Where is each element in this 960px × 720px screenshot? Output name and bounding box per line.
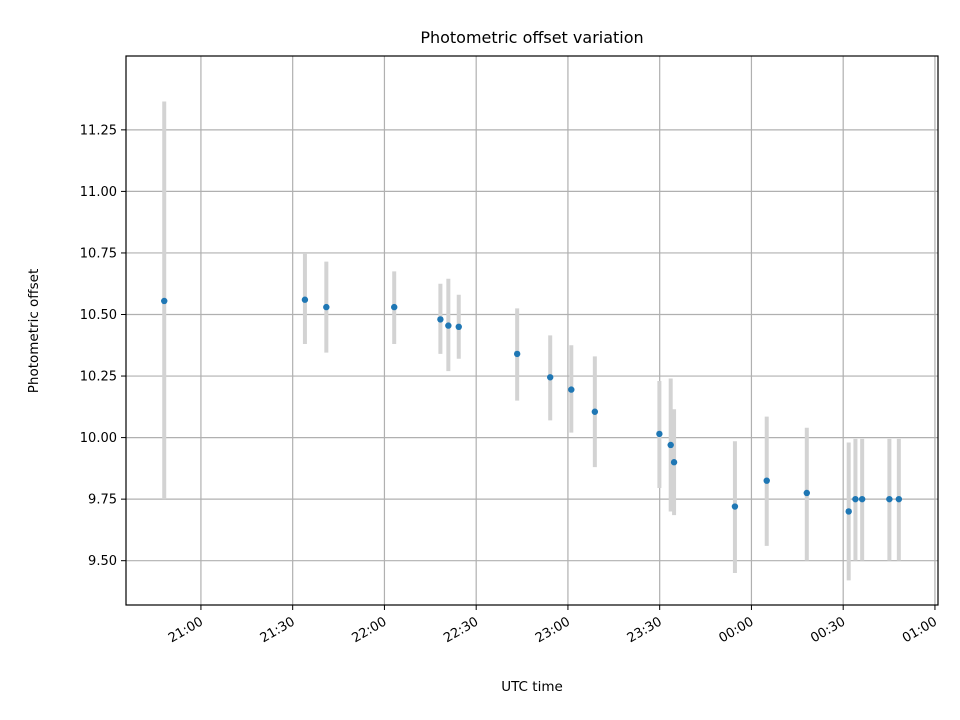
data-point bbox=[546, 374, 554, 381]
data-point bbox=[763, 477, 770, 484]
x-axis-label: UTC time bbox=[501, 679, 563, 695]
y-tick-label: 9.75 bbox=[88, 493, 117, 508]
chart-title: Photometric offset variation bbox=[420, 28, 643, 47]
y-tick-label: 10.75 bbox=[80, 246, 117, 261]
data-point bbox=[731, 503, 739, 510]
data-point bbox=[852, 495, 859, 503]
data-point bbox=[455, 323, 462, 331]
data-point bbox=[858, 495, 866, 503]
data-point bbox=[301, 296, 309, 303]
data-point bbox=[568, 386, 575, 393]
x-tick-label: 21:00 bbox=[166, 614, 206, 646]
data-point bbox=[667, 441, 674, 449]
y-tick-label: 10.00 bbox=[80, 431, 117, 446]
x-tick-label: 21:30 bbox=[258, 614, 298, 646]
x-tick-label: 23:00 bbox=[533, 614, 573, 646]
x-tick-label: 22:30 bbox=[441, 614, 481, 646]
data-point bbox=[895, 495, 903, 503]
data-point bbox=[656, 430, 663, 438]
axis-ticks: 21:00 21:30 22:00 22:30 23:00 23:30 00:00 00:30… bbox=[80, 123, 940, 646]
y-tick-label: 9.50 bbox=[88, 554, 117, 569]
x-tick-label: 01:00 bbox=[900, 614, 940, 646]
grid bbox=[126, 56, 938, 605]
y-tick-label: 10.50 bbox=[80, 308, 117, 323]
y-tick-label: 11.00 bbox=[80, 185, 117, 200]
x-tick-label: 22:00 bbox=[349, 614, 389, 646]
plot-frame bbox=[125, 55, 939, 606]
data-point bbox=[323, 303, 330, 311]
data-point bbox=[513, 350, 521, 358]
error-bars bbox=[162, 101, 901, 581]
data-point bbox=[670, 459, 678, 466]
data-point bbox=[591, 408, 599, 415]
data-points bbox=[161, 296, 903, 515]
data-point bbox=[161, 297, 168, 305]
y-tick-label: 11.25 bbox=[80, 123, 117, 138]
y-axis-label: Photometric offset bbox=[26, 269, 42, 393]
data-point bbox=[391, 303, 398, 311]
data-point bbox=[437, 316, 444, 323]
data-point bbox=[845, 508, 852, 515]
y-tick-label: 10.25 bbox=[80, 370, 117, 385]
data-point bbox=[886, 495, 893, 503]
x-tick-label: 00:30 bbox=[808, 614, 848, 646]
data-point bbox=[803, 489, 810, 497]
data-point bbox=[445, 322, 452, 329]
x-tick-label: 00:00 bbox=[716, 614, 756, 646]
x-tick-label: 23:30 bbox=[625, 614, 665, 646]
